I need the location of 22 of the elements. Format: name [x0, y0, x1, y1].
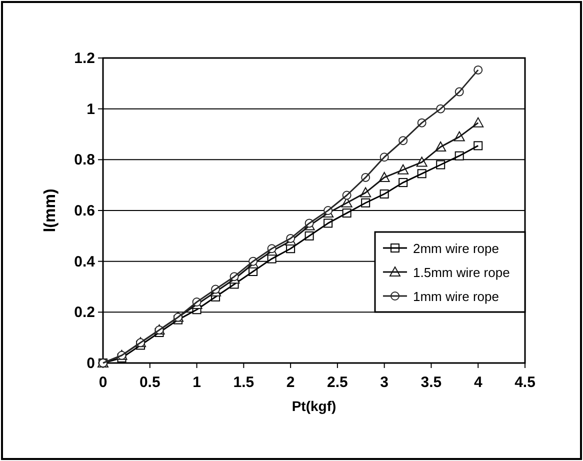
y-tick-label: 1.2 — [74, 50, 95, 67]
legend-label: 1.5mm wire rope — [413, 265, 510, 280]
x-tick-label: 3 — [380, 374, 389, 391]
y-tick-label: 0 — [86, 355, 95, 372]
x-tick-label: 2 — [286, 374, 295, 391]
y-tick-label: 0.2 — [74, 304, 95, 322]
x-tick-label: 1.5 — [233, 374, 254, 391]
y-axis-title: l(mm) — [42, 188, 59, 232]
legend-label: 2mm wire rope — [413, 241, 499, 256]
x-axis-title: Pt(kgf) — [292, 398, 336, 414]
x-tick-label: 1 — [192, 374, 201, 391]
x-tick-label: 4 — [474, 374, 483, 391]
y-tick-label: 0.4 — [74, 253, 96, 270]
x-tick-label: 3.5 — [420, 374, 442, 391]
y-tick-label: 1 — [86, 100, 95, 118]
y-tick-label: 0.8 — [74, 152, 95, 169]
x-tick-label: 2.5 — [327, 374, 348, 391]
y-tick-label: 0.6 — [74, 202, 95, 220]
x-tick-label: 0 — [98, 374, 108, 391]
legend-label: 1mm wire rope — [413, 289, 499, 304]
x-tick-label: 4.5 — [514, 374, 536, 391]
x-tick-label: 0.5 — [139, 374, 160, 391]
